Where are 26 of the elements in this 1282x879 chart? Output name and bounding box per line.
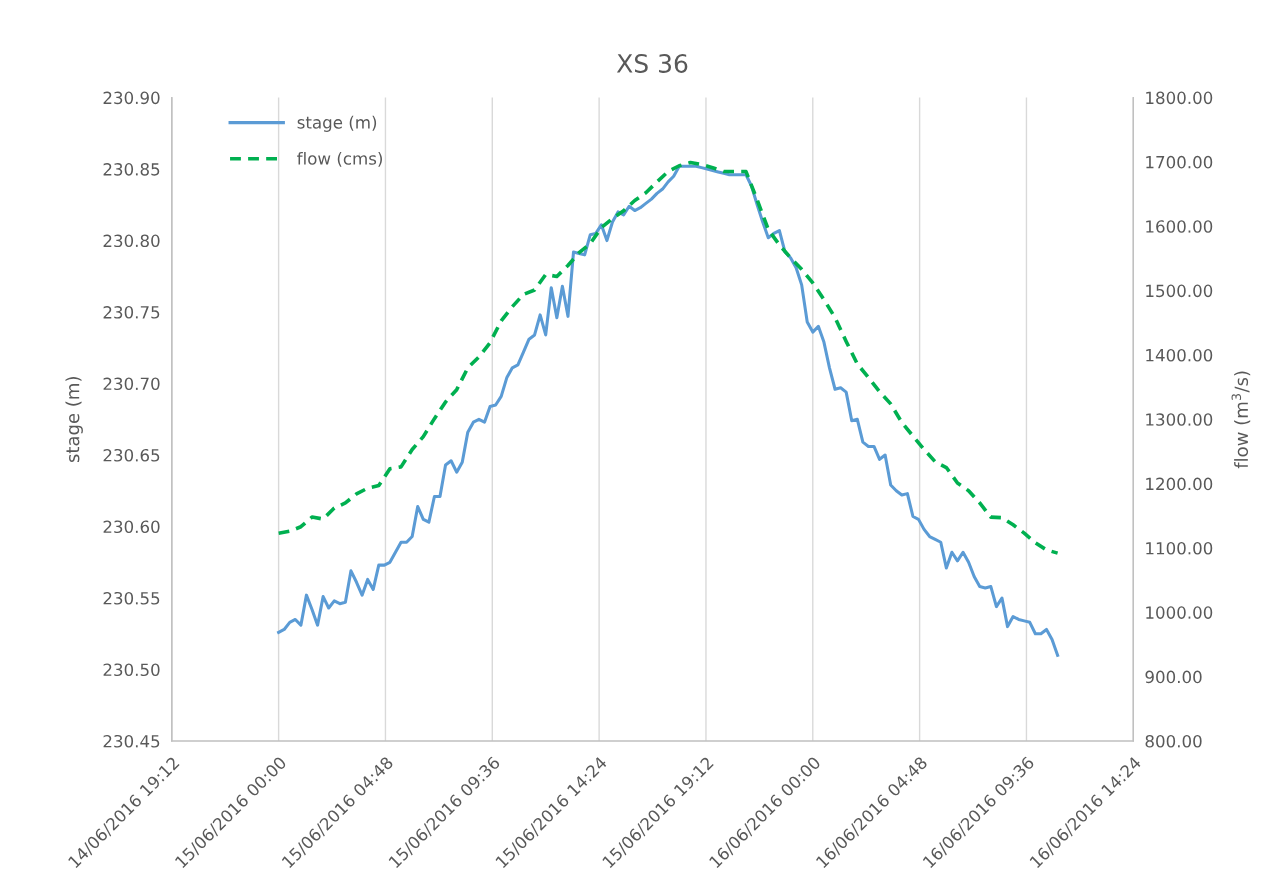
y2-axis-title: flow (m$^{3}$/s): [1231, 371, 1251, 469]
y2-tick-label: 800.00: [1145, 734, 1202, 748]
y2-tick-label: 1000.00: [1146, 606, 1213, 619]
y2-tick-label: 1400.00: [1146, 348, 1213, 362]
y-tick-label: 230.90: [103, 91, 160, 105]
y2-tick-label: 1600.00: [1146, 220, 1213, 233]
y2-tick-label: 1300.00: [1146, 413, 1213, 426]
y-tick-label: 230.70: [103, 377, 160, 391]
chart-title: XS 36: [616, 54, 688, 73]
y2-tick-label: 1800.00: [1146, 91, 1213, 105]
y-tick-label: 230.65: [103, 448, 160, 462]
legend-label: stage (m): [297, 115, 377, 132]
y-tick-label: 230.85: [103, 163, 160, 176]
y2-tick-label: 1500.00: [1146, 284, 1213, 298]
y-tick-label: 230.60: [103, 520, 160, 534]
y-tick-label: 230.80: [103, 234, 160, 248]
y2-tick-label: 1700.00: [1146, 155, 1213, 169]
y-tick-label: 230.50: [103, 663, 160, 677]
y-tick-label: 230.75: [103, 306, 160, 319]
y-tick-label: 230.45: [103, 734, 160, 748]
y2-tick-label: 900.00: [1145, 670, 1202, 684]
y2-tick-label: 1100.00: [1146, 541, 1213, 555]
y-tick-label: 230.55: [103, 591, 160, 605]
y2-tick-label: 1200.00: [1146, 477, 1213, 491]
legend-label: flow (cms): [297, 151, 382, 167]
y-axis-title: stage (m): [65, 377, 83, 463]
